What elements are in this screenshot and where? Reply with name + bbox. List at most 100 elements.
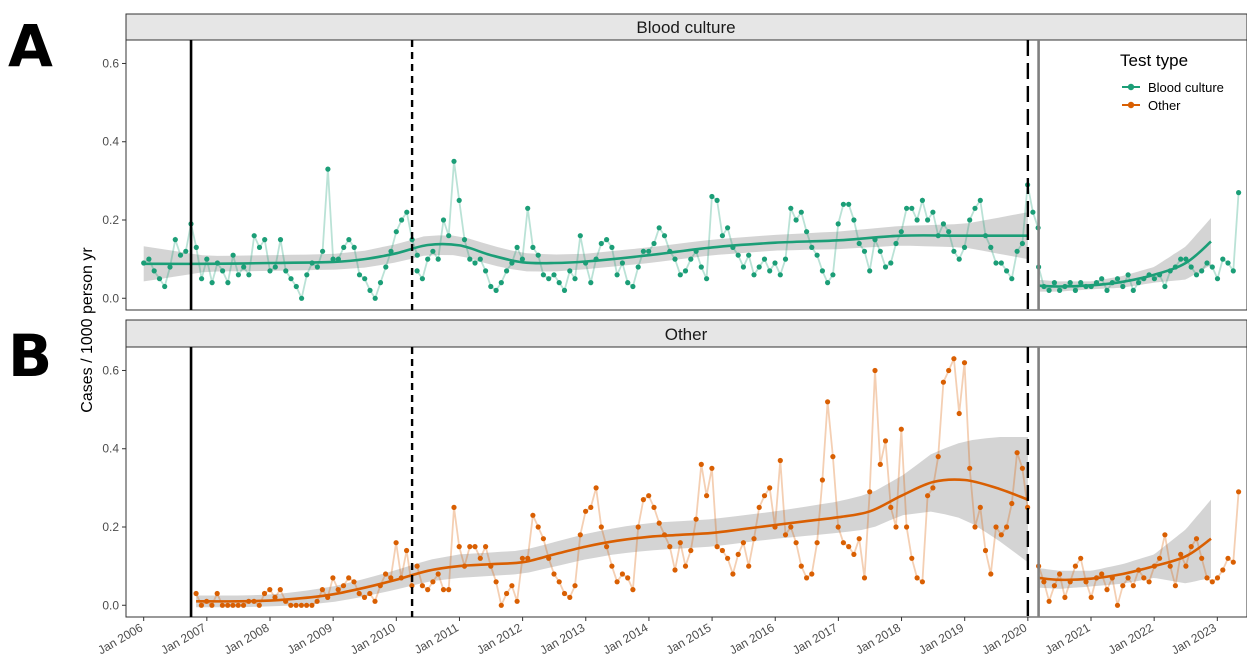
panel-b-point-s2-16	[498, 602, 504, 608]
panel-a-point-s2-63	[746, 252, 752, 258]
panel-b-confidence-band-2	[1038, 499, 1211, 589]
panel-a-point-s2-57	[714, 197, 720, 203]
panel-b-point-s1-18	[288, 602, 294, 608]
panel-a-point-s2-112	[1004, 268, 1010, 274]
panel-a-point-s3-6	[1067, 280, 1073, 286]
panel-b-point-s2-87	[872, 367, 878, 374]
panel-a-point-s2-115	[1019, 240, 1025, 247]
x-tick-label-13: Jan 2019	[916, 620, 966, 657]
panel-b-point-s1-32	[361, 594, 368, 601]
panel-b-point-s2-42	[635, 524, 641, 530]
panel-a-point-s2-13	[483, 268, 489, 274]
panel-b-point-s1-8	[235, 602, 241, 608]
panel-b-point-s2-80	[835, 524, 841, 530]
panel-a-point-s2-78	[825, 280, 831, 286]
panel-a-point-s2-117	[1030, 209, 1036, 215]
panel-a-point-s1-31	[304, 272, 310, 278]
panel-b-point-s2-66	[761, 493, 768, 499]
panel-a-point-s3-13	[1104, 287, 1110, 293]
panel-b-point-s2-22	[530, 512, 536, 518]
legend-swatch-point-blood-culture	[1127, 83, 1135, 91]
panel-b-point-s1-31	[356, 590, 362, 597]
legend-label-blood-culture: Blood culture	[1148, 80, 1224, 95]
x-tick-label-3: Jan 2009	[285, 620, 335, 657]
panel-a-point-s2-28	[561, 287, 568, 293]
panel-a-point-s1-8	[183, 248, 189, 254]
panel-a-point-s1-43	[367, 287, 373, 293]
panel-b-point-s1-27	[335, 587, 341, 593]
panel-b-point-s1-33	[367, 590, 373, 597]
panel-b-point-s2-5	[440, 587, 447, 593]
panel-b-point-s1-19	[293, 602, 299, 608]
panel-a-point-s1-41	[356, 272, 363, 278]
panel-b-point-s2-41	[630, 587, 636, 593]
x-axis: Jan 2006 Jan 2007 Jan 2008 Jan 2009 Jan 2010…	[95, 617, 1219, 657]
panel-a-point-s2-71	[788, 205, 794, 211]
panel-b-point-s1-29	[346, 575, 352, 581]
legend-box	[1108, 44, 1208, 120]
panel-a-point-s2-75	[809, 244, 815, 250]
panel-a-point-s3-4	[1057, 287, 1063, 293]
panel-a-point-s1-40	[351, 244, 357, 250]
panel-b-point-s2-7	[451, 504, 457, 510]
panel-b-point-s2-13	[483, 544, 489, 550]
panel-a-point-s2-64	[751, 272, 757, 278]
panel-b-point-s2-10	[467, 544, 473, 550]
panel-b-point-s2-75	[809, 571, 815, 577]
panel-a-point-s1-22	[256, 244, 263, 250]
panel-b-point-s2-86	[867, 489, 873, 495]
panel-a-point-s2-82	[846, 201, 852, 207]
panel-b-point-s3-17	[1125, 575, 1131, 581]
panel-a-point-s1-33	[314, 264, 320, 270]
panel-a-point-s2-100	[940, 221, 947, 227]
panel-a-point-s2-15	[493, 287, 499, 293]
panel-a-point-s2-39	[619, 260, 626, 266]
panel-a-point-s1-25	[272, 264, 278, 270]
panel-a-point-s2-69	[777, 272, 783, 278]
panel-b-point-s2-23	[535, 524, 541, 530]
panel-a-point-s2-54	[698, 264, 704, 270]
panel-b-frame	[125, 346, 1247, 618]
panel-a-point-s1-17	[230, 252, 236, 258]
panel-a-point-s2-29	[567, 268, 573, 274]
panel-b-point-s2-79	[830, 454, 836, 460]
panel-b-point-s3-29	[1188, 544, 1194, 550]
panel-b-point-s2-85	[861, 575, 868, 581]
panel-a-point-s2-37	[609, 244, 615, 250]
panel-a-point-s2-66	[761, 256, 768, 262]
panel-b-strip-label: Other	[665, 325, 708, 344]
panel-b-point-s3-26	[1172, 583, 1178, 589]
panel-a-point-s3-3	[1051, 280, 1057, 286]
panel-a-point-s1-10	[193, 244, 199, 250]
panel-a-point-s2-4	[435, 256, 441, 262]
panel-a-point-s2-44	[646, 248, 652, 254]
panel-a-point-s2-101	[946, 229, 952, 235]
panel-a-point-s2-38	[614, 272, 620, 278]
panel-a-point-s1-48	[393, 229, 399, 235]
panel-a-point-s2-33	[588, 280, 594, 286]
panel-b-point-s3-31	[1199, 555, 1205, 561]
panel-a-point-s2-27	[556, 280, 562, 286]
panel-b-point-s2-19	[514, 598, 520, 604]
x-tick-label-15: Jan 2021	[1043, 620, 1093, 657]
panel-a-strip-label: Blood culture	[636, 18, 735, 37]
panel-b-point-s2-4	[435, 571, 441, 577]
panel-a-point-s1-30	[299, 295, 305, 301]
panel-b-point-s2-111	[998, 532, 1004, 538]
panel-a-point-s2-104	[961, 244, 968, 250]
panel-b-point-s3-12	[1099, 571, 1105, 577]
panel-a-point-s2-14	[488, 283, 494, 290]
panel-a-point-s2-52	[688, 256, 694, 262]
panel-b-point-s2-3	[430, 579, 436, 585]
panel-a-point-s3-34	[1214, 276, 1221, 282]
panel-b-point-s1-12	[256, 602, 262, 608]
panel-a-point-s2-24	[540, 272, 547, 278]
panel-b-point-s2-24	[540, 536, 547, 542]
panel-b-point-s2-18	[509, 583, 515, 589]
panel-b-point-s1-9	[240, 602, 247, 608]
panel-a-point-s2-92	[898, 229, 904, 235]
panel-a-point-s2-93	[904, 205, 910, 211]
panel-b-point-s2-96	[919, 579, 926, 585]
panel-b-point-s3-4	[1057, 571, 1063, 577]
